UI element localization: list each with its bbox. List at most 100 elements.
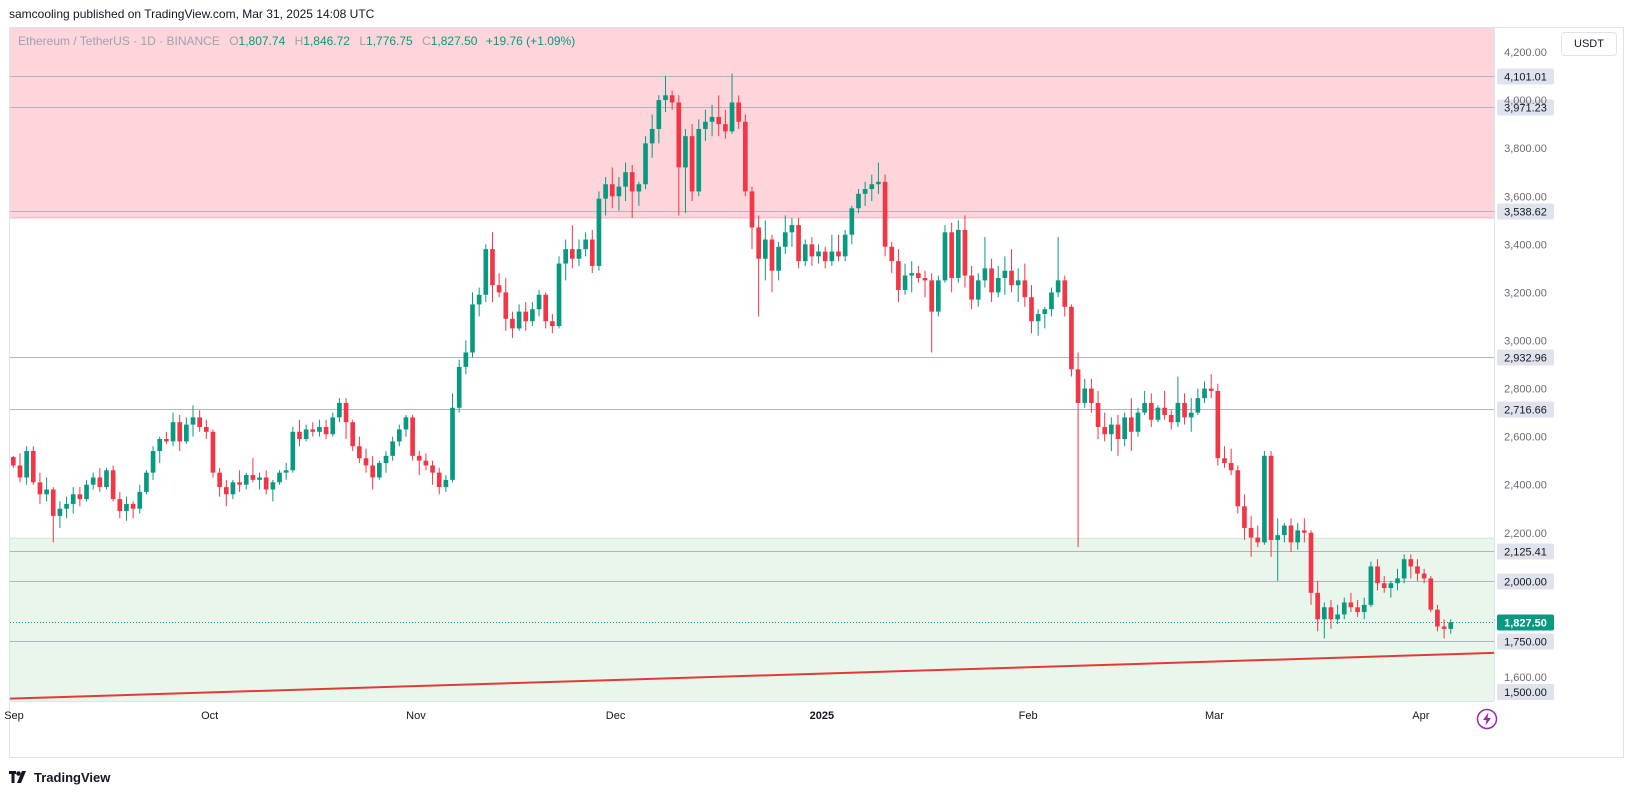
last-price-label-bg [1497,614,1554,631]
candle [643,136,648,190]
level-price-label: 3,538.62 [1504,207,1547,219]
candle [1282,523,1287,543]
candle-body [869,184,875,190]
candle [436,467,442,495]
candle [1295,523,1301,550]
candle [842,229,848,262]
lightning-alert-icon[interactable] [1476,708,1498,730]
candle [1155,405,1161,423]
candle [556,256,562,329]
candle [762,220,768,281]
candle [443,475,449,492]
candle [749,186,755,250]
candle [237,470,242,492]
candle-body [1348,602,1354,608]
price-axis: 4,101.01 3,971.23 3,538.62 2,932.96 2,716.66… [1497,47,1554,700]
candle-body [1282,525,1287,536]
candle [802,239,808,266]
candle [1361,597,1367,620]
candle [490,232,495,303]
candle [403,414,409,437]
candle [1202,381,1207,403]
candle-body [170,422,176,442]
candle-body [403,417,409,430]
tradingview-brand: TradingView [34,769,111,785]
price-tick-label: 2,400.00 [1504,480,1547,492]
candle-body [337,402,342,418]
candle [1355,600,1360,617]
candle-body [942,232,948,281]
candle-layer [10,73,1454,639]
candle [989,258,994,303]
currency-button[interactable]: USDT [1561,32,1617,56]
candle [889,241,895,274]
candle-body [1268,455,1274,540]
candle-body [749,191,755,228]
chart-frame[interactable] [9,27,1624,758]
candle-body [1328,607,1334,620]
tradingview-logo[interactable]: TradingView [9,769,110,785]
candle-body [390,441,395,456]
candle-body [210,431,216,473]
candle [616,177,622,211]
candle [1015,268,1021,303]
candle-body [243,475,249,485]
candle [1421,568,1427,584]
candle [64,496,69,519]
candle [383,451,389,473]
candle-body [1388,583,1394,589]
candle-body [37,482,43,495]
price-tick-label: 1,600.00 [1504,672,1547,684]
candle-body [443,479,449,488]
candle [17,453,23,483]
candle-body [1248,527,1254,538]
candle-body [1115,424,1121,440]
candle-body [1368,566,1374,605]
candle-body [343,402,349,423]
legend-open-label: O [229,34,239,48]
candle [1428,576,1434,613]
legend-change: +19.76 (+1.09%) [485,34,576,48]
candle-body [157,439,163,452]
candle-body [556,263,562,327]
candle-body [1069,306,1074,370]
level-price-label-bg [1497,349,1554,366]
candle [663,76,668,113]
published-caption: samcooling published on TradingView.com,… [9,7,375,21]
candle [769,234,775,293]
candle-body [729,102,735,132]
candle-body [410,417,415,456]
candle-body [1075,369,1081,403]
candle [689,124,695,202]
candle-body [1295,530,1301,543]
candle-body [1015,280,1021,286]
candle-body [902,275,908,290]
candle [942,225,948,283]
candle-body [656,100,662,129]
candle-body [1022,280,1028,298]
candle-body [1415,566,1420,574]
candle [1435,604,1440,632]
candle [1395,568,1400,591]
candle [676,95,682,216]
candle-body [130,503,136,509]
candle-body [30,451,36,483]
candle-body [396,429,402,442]
candle [37,472,43,504]
time-tick-label: Dec [606,710,626,722]
candle-body [896,261,901,290]
candle [184,417,189,444]
candle [822,246,828,269]
candle-body [1262,455,1267,543]
candle [303,424,309,442]
candle-body [669,95,675,103]
candle-body [510,318,515,329]
last-price-label: 1,827.50 [1504,618,1547,630]
candle [357,436,362,464]
candle-body [303,429,309,440]
candle [323,419,329,440]
candle [476,287,482,317]
candle-body [683,136,688,168]
candle-body [1408,559,1414,567]
